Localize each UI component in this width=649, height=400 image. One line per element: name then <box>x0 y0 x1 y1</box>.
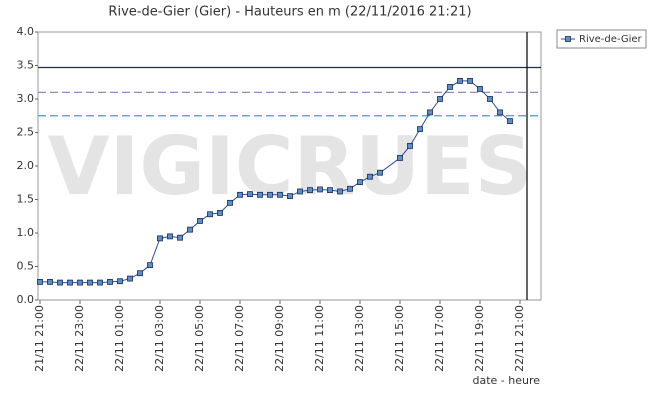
data-point <box>377 169 383 176</box>
x-tick-label: 22/11 11:00 <box>313 305 326 372</box>
data-point <box>437 96 443 102</box>
data-point <box>457 78 463 84</box>
y-tick-label: 2.5 <box>17 126 35 139</box>
y-tick-label: 3.5 <box>17 59 35 72</box>
data-point <box>467 78 473 84</box>
data-point <box>207 211 213 218</box>
data-point <box>347 185 353 192</box>
data-point <box>357 179 363 185</box>
chart-title: Rive-de-Gier (Gier) - Hauteurs en m (22/… <box>108 5 471 20</box>
data-point <box>277 191 283 198</box>
data-point <box>57 279 63 286</box>
legend-marker <box>565 36 571 42</box>
data-point <box>497 109 503 116</box>
y-tick-label: 3.0 <box>17 92 35 105</box>
data-point <box>417 126 423 133</box>
data-point <box>37 279 43 285</box>
x-tick-label: 22/11 21:00 <box>513 305 526 372</box>
x-tick-label: 22/11 01:00 <box>113 305 126 372</box>
x-tick-label: 22/11 23:00 <box>73 305 86 372</box>
data-point <box>287 193 293 200</box>
data-point <box>317 186 323 193</box>
data-point <box>337 188 343 195</box>
x-axis-label: date - heure <box>472 374 540 387</box>
y-tick-label: 0.0 <box>17 293 35 306</box>
y-tick-label: 1.5 <box>17 193 35 206</box>
data-point <box>187 226 193 233</box>
data-point <box>367 173 373 180</box>
data-point <box>297 188 303 195</box>
x-tick-label: 22/11 15:00 <box>393 305 406 372</box>
data-point <box>87 279 93 286</box>
data-point <box>477 86 483 92</box>
data-point <box>257 191 263 198</box>
data-point <box>227 199 233 206</box>
x-tick-label: 22/11 13:00 <box>353 305 366 372</box>
x-tick-label: 22/11 09:00 <box>273 305 286 372</box>
data-point <box>407 142 413 149</box>
data-point <box>237 191 243 198</box>
data-point <box>267 191 273 198</box>
data-point <box>307 187 313 194</box>
y-tick-label: 2.0 <box>17 159 35 172</box>
data-point <box>167 233 173 240</box>
x-tick-label: 22/11 03:00 <box>153 305 166 372</box>
data-point <box>447 84 453 90</box>
data-point <box>127 275 133 282</box>
data-point <box>217 209 223 216</box>
data-point <box>137 270 143 277</box>
legend-label: Rive-de-Gier <box>579 34 643 45</box>
data-point <box>117 278 123 285</box>
data-point <box>487 96 493 102</box>
data-point <box>67 279 73 286</box>
data-point <box>157 235 163 242</box>
x-tick-label: 22/11 19:00 <box>473 305 486 372</box>
x-tick-label: 22/11 05:00 <box>193 305 206 372</box>
data-point <box>177 234 183 241</box>
y-tick-label: 0.5 <box>17 260 35 273</box>
data-point <box>77 279 83 286</box>
y-tick-label: 1.0 <box>17 226 35 239</box>
data-point <box>197 218 203 224</box>
data-point <box>327 187 333 194</box>
x-tick-label: 22/11 07:00 <box>233 305 246 372</box>
data-point <box>247 191 253 198</box>
data-point <box>427 109 433 116</box>
data-point <box>47 279 53 285</box>
legend <box>556 29 647 49</box>
data-point <box>107 279 113 285</box>
data-point <box>97 279 103 286</box>
y-tick-label: 4.0 <box>17 25 35 38</box>
data-point <box>397 155 403 161</box>
data-point <box>147 262 153 269</box>
x-tick-label: 21/11 21:00 <box>33 305 46 372</box>
data-point <box>507 118 513 125</box>
x-tick-label: 22/11 17:00 <box>433 305 446 372</box>
